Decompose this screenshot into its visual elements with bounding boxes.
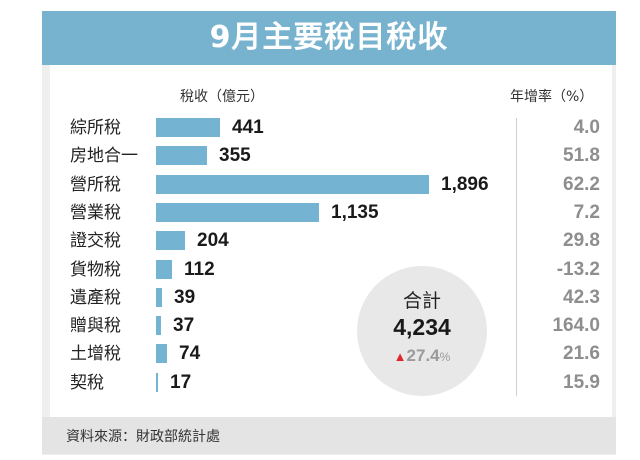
revenue-bar (156, 202, 319, 222)
growth-value: 164.0 (552, 315, 600, 337)
category-label: 證交稅 (70, 231, 121, 252)
category-label: 綜所稅 (70, 118, 121, 138)
revenue-value: 441 (232, 117, 264, 138)
growth-value: 51.8 (563, 145, 600, 167)
growth-value: 4.0 (573, 117, 600, 138)
category-label: 營業稅 (70, 202, 121, 223)
revenue-bar (156, 174, 429, 194)
column-divider (516, 118, 517, 396)
revenue-value: 39 (174, 286, 196, 308)
revenue-value: 204 (197, 230, 229, 252)
revenue-column-header: 稅收（億元） (180, 89, 264, 105)
growth-value: 21.6 (563, 343, 600, 365)
revenue-bar (156, 146, 207, 166)
bar-row: 契稅 17 15.9 (0, 371, 640, 393)
bar-row: 證交稅 204 29.8 (0, 230, 640, 252)
revenue-value: 37 (173, 315, 195, 337)
up-arrow-icon: ▲ (393, 349, 407, 364)
category-label: 土增稅 (70, 344, 121, 365)
category-label: 營所稅 (70, 174, 121, 195)
growth-value: 7.2 (573, 201, 600, 223)
revenue-bar (156, 287, 162, 307)
growth-value: 29.8 (563, 230, 600, 252)
revenue-value: 112 (184, 258, 215, 280)
bar-row: 營所稅 1,896 62.2 (0, 173, 640, 195)
revenue-bar (156, 372, 158, 392)
revenue-value: 17 (170, 371, 192, 393)
growth-value: 62.2 (563, 173, 600, 195)
chart-body (50, 65, 612, 417)
revenue-bar (156, 118, 220, 137)
revenue-bar (156, 231, 185, 251)
growth-value: 15.9 (563, 371, 600, 393)
category-label: 房地合一 (70, 146, 138, 167)
revenue-bar (156, 344, 167, 364)
total-growth-value: 27.4 (406, 346, 440, 365)
source-text: 資料來源：財政部統計處 (66, 429, 220, 445)
total-growth: ▲27.4% (357, 346, 487, 366)
category-label: 貨物稅 (70, 259, 121, 280)
category-label: 贈與稅 (70, 316, 121, 337)
revenue-value: 355 (219, 145, 251, 167)
source-footer: 資料來源：財政部統計處 (42, 417, 616, 454)
bar-row: 贈與稅 37 164.0 (0, 315, 640, 337)
bar-row: 營業稅 1,135 7.2 (0, 201, 640, 223)
bar-row: 土增稅 74 21.6 (0, 343, 640, 365)
category-label: 遺產稅 (70, 287, 121, 308)
revenue-value: 74 (179, 343, 201, 365)
bar-row: 遺產稅 39 42.3 (0, 286, 640, 308)
total-label: 合計 (402, 290, 441, 312)
growth-value: 42.3 (563, 286, 600, 308)
growth-column-header: 年增率（%） (510, 89, 594, 105)
total-growth-unit: % (439, 350, 451, 364)
category-label: 契稅 (70, 372, 104, 393)
bar-row: 房地合一 355 51.8 (0, 145, 640, 167)
total-value: 4,234 (393, 314, 451, 340)
revenue-value: 1,896 (441, 173, 489, 195)
revenue-bar (156, 316, 161, 336)
total-circle: 合計 4,234 ▲27.4% (357, 266, 487, 396)
growth-value: -13.2 (556, 258, 600, 280)
revenue-bar (156, 259, 172, 279)
bar-row: 貨物稅 112 -13.2 (0, 258, 640, 280)
revenue-value: 1,135 (331, 201, 379, 223)
bar-row: 綜所稅 441 4.0 (0, 117, 640, 138)
chart-title: 9月主要稅目稅收 (42, 11, 616, 65)
